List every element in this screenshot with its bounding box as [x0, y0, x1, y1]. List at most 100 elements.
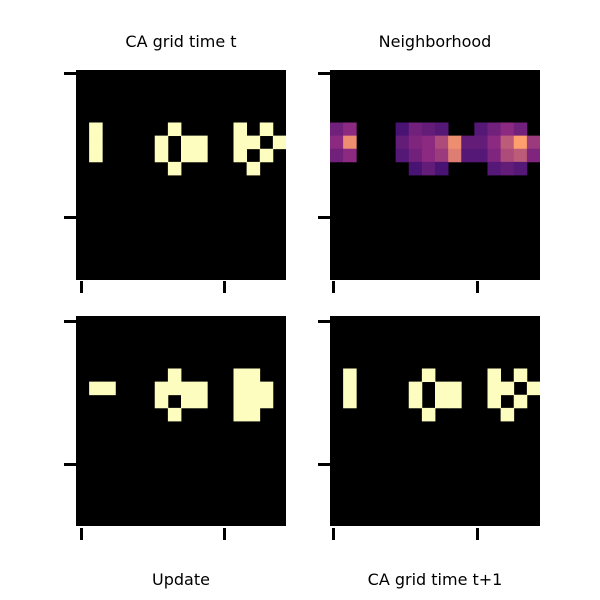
- neighborhood-cell: [487, 135, 502, 150]
- ca-grid-t-panel: [76, 70, 286, 280]
- update-cell: [259, 394, 274, 409]
- neighborhood-cell: [343, 135, 357, 150]
- y-tick: [318, 72, 330, 75]
- update-cell: [259, 381, 274, 396]
- update-panel: [76, 316, 286, 526]
- update-cell: [154, 381, 169, 396]
- ca-grid-t-cell: [167, 161, 182, 176]
- update-cell: [233, 394, 248, 409]
- update-cell: [154, 394, 169, 409]
- ca-grid-t-cell: [233, 135, 248, 150]
- ca-grid-t1-heatmap: [343, 368, 540, 422]
- update-heatmap: [89, 368, 274, 422]
- neighborhood-cell: [487, 161, 502, 176]
- update-cell: [246, 368, 261, 383]
- neighborhood-cell: [330, 122, 344, 137]
- panel-title-ca-grid-t: CA grid time t: [125, 32, 237, 51]
- x-tick: [476, 528, 479, 540]
- x-tick: [80, 281, 83, 293]
- neighborhood-cell: [474, 148, 488, 163]
- neighborhood-cell: [474, 135, 488, 150]
- ca-grid-t-cell: [154, 135, 169, 150]
- panel-title-ca-grid-t1: CA grid time t+1: [367, 570, 503, 589]
- ca-grid-t1-cell: [500, 381, 515, 396]
- neighborhood-cell: [500, 148, 515, 163]
- neighborhood-cell: [421, 148, 436, 163]
- update-cell: [233, 368, 248, 383]
- update-cell: [194, 381, 208, 396]
- neighborhood-cell: [448, 148, 462, 163]
- update-cell: [167, 381, 182, 396]
- ca-grid-t1-cell: [343, 381, 357, 396]
- ca-grid-t-cell: [233, 122, 248, 137]
- ca-grid-t1-cell: [487, 368, 502, 383]
- ca-grid-t1-cell: [408, 381, 423, 396]
- neighborhood-heatmap: [330, 122, 540, 176]
- update-cell: [233, 407, 248, 422]
- ca-grid-t1-cell: [343, 368, 357, 383]
- neighborhood-cell: [461, 135, 475, 150]
- update-cell: [167, 368, 182, 383]
- neighborhood-cell: [435, 148, 449, 163]
- x-tick: [332, 528, 335, 540]
- y-tick: [318, 463, 330, 466]
- neighborhood-cell: [461, 148, 475, 163]
- neighborhood-cell: [448, 135, 462, 150]
- ca-grid-t1-cell: [408, 394, 423, 409]
- update-cell: [246, 381, 261, 396]
- ca-grid-t-cell: [89, 148, 103, 163]
- neighborhood-cell: [526, 135, 540, 150]
- update-cell: [102, 381, 116, 396]
- ca-grid-t-cell: [181, 148, 195, 163]
- ca-grid-t-cell: [194, 135, 208, 150]
- neighborhood-cell: [343, 148, 357, 163]
- ca-grid-t-heatmap: [89, 122, 286, 176]
- x-tick: [476, 281, 479, 293]
- ca-grid-t1-cell: [421, 407, 436, 422]
- neighborhood-cell: [343, 122, 357, 137]
- ca-grid-t-cell: [259, 148, 274, 163]
- neighborhood-cell: [513, 122, 528, 137]
- ca-grid-t-cell: [194, 148, 208, 163]
- neighborhood-cell: [408, 148, 423, 163]
- ca-grid-t1-panel: [330, 316, 540, 526]
- ca-grid-t1-cell: [448, 394, 462, 409]
- neighborhood-cell: [500, 161, 515, 176]
- x-tick: [80, 528, 83, 540]
- ca-grid-t1-cell: [435, 381, 449, 396]
- neighborhood-cell: [513, 135, 528, 150]
- x-tick: [223, 281, 226, 293]
- ca-grid-t-cell: [246, 135, 261, 150]
- y-tick: [64, 72, 76, 75]
- neighborhood-cell: [487, 148, 502, 163]
- update-cell: [246, 407, 261, 422]
- ca-grid-t-cell: [272, 135, 286, 150]
- y-tick: [64, 320, 76, 323]
- ca-grid-t1-cell: [500, 407, 515, 422]
- neighborhood-cell: [395, 148, 410, 163]
- neighborhood-cell: [408, 161, 423, 176]
- neighborhood-cell: [526, 148, 540, 163]
- y-tick: [64, 463, 76, 466]
- neighborhood-cell: [513, 148, 528, 163]
- ca-grid-t1-cell: [513, 368, 528, 383]
- update-cell: [181, 381, 195, 396]
- ca-grid-t1-cell: [487, 394, 502, 409]
- neighborhood-cell: [513, 161, 528, 176]
- neighborhood-cell: [474, 122, 488, 137]
- x-tick: [332, 281, 335, 293]
- neighborhood-cell: [435, 135, 449, 150]
- ca-grid-t1-cell: [448, 381, 462, 396]
- neighborhood-cell: [395, 122, 410, 137]
- update-cell: [246, 394, 261, 409]
- ca-grid-t-cell: [89, 122, 103, 137]
- update-cell: [194, 394, 208, 409]
- neighborhood-cell: [330, 148, 344, 163]
- neighborhood-cell: [487, 122, 502, 137]
- ca-grid-t1-cell: [526, 381, 540, 396]
- ca-grid-t-cell: [89, 135, 103, 150]
- update-cell: [181, 394, 195, 409]
- neighborhood-panel: [330, 70, 540, 280]
- ca-grid-t1-cell: [421, 368, 436, 383]
- neighborhood-cell: [395, 135, 410, 150]
